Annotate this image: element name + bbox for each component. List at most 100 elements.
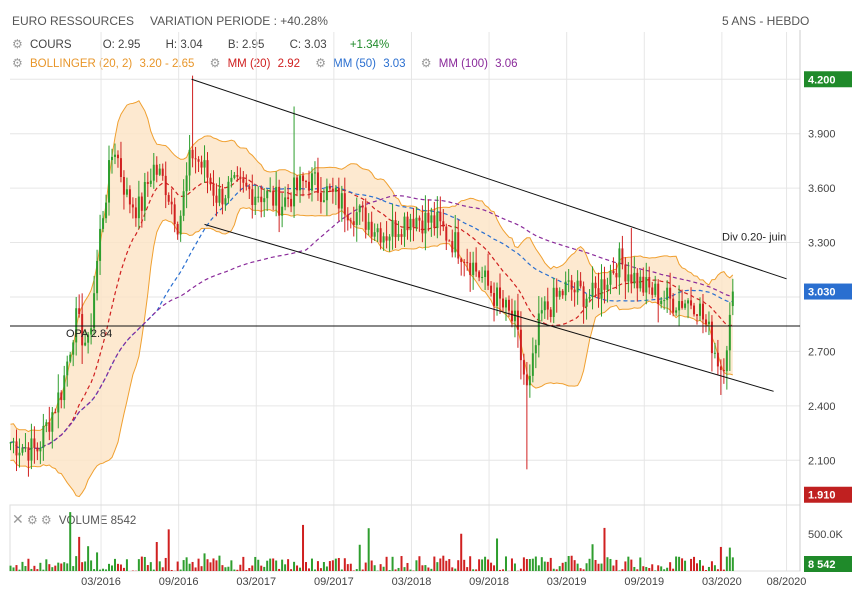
volume-bar [397, 567, 400, 571]
candle-body [451, 241, 454, 253]
volume-bar [570, 555, 573, 571]
range-selector[interactable]: 5 ANS - HEBDO [722, 14, 810, 28]
volume-bar [481, 559, 484, 571]
candle-body [531, 353, 534, 376]
candle-body [75, 308, 78, 343]
candle-body [331, 188, 334, 192]
candle-body [113, 154, 116, 157]
volume-bar [116, 563, 119, 571]
volume-bar [669, 562, 672, 571]
div-label: Div 0.20- juin [722, 232, 786, 244]
candle-body [493, 292, 496, 306]
candle-body [367, 221, 370, 230]
gear-icon[interactable]: ⚙ [12, 56, 23, 70]
candle-body [102, 218, 105, 229]
volume-bar [472, 569, 475, 571]
volume-bar [322, 562, 325, 571]
volume-bar [307, 568, 310, 571]
bollinger-band [10, 100, 734, 498]
candle-body [448, 240, 451, 242]
candle-body [108, 160, 111, 203]
candle-body [278, 186, 281, 216]
volume-bar [612, 565, 615, 571]
candle-body [543, 301, 546, 311]
volume-bar [99, 569, 102, 571]
x-tick-label: 09/2017 [314, 576, 354, 588]
gear-icon[interactable]: ⚙ [12, 37, 23, 51]
volume-bar [642, 566, 645, 571]
candle-body [358, 205, 361, 213]
volume-bar [227, 566, 230, 571]
candle-body [45, 422, 48, 426]
volume-bar [415, 560, 418, 571]
candle-body [627, 274, 630, 282]
candle-body [87, 334, 90, 343]
volume-bar [597, 563, 600, 571]
volume-bar [296, 565, 299, 571]
volume-bar [672, 568, 675, 571]
candle-body [343, 193, 346, 215]
candle-body [90, 328, 93, 335]
candle-body [78, 308, 81, 315]
volume-bar [525, 559, 528, 571]
candle-body [152, 164, 155, 181]
gear-icon[interactable]: ⚙ [40, 513, 52, 527]
candle-body [36, 447, 39, 452]
volume-bar [233, 569, 236, 571]
gear-icon[interactable]: ⚙ [420, 56, 432, 70]
volume-bar [230, 560, 233, 571]
candle-body [576, 280, 579, 293]
volume-bar [149, 562, 152, 571]
volume-bar [657, 565, 660, 571]
volume-bar [27, 558, 30, 571]
volume-bar [197, 558, 200, 571]
candle-body [251, 189, 254, 206]
gear-icon[interactable]: ⚙ [315, 56, 326, 70]
volume-bar [490, 562, 493, 571]
close-icon[interactable]: ✕ [12, 511, 24, 527]
candle-body [370, 221, 373, 237]
candle-body [403, 216, 406, 237]
volume-bar [648, 567, 651, 571]
volume-bar [36, 569, 39, 571]
x-tick-label: 08/2020 [767, 576, 807, 588]
candle-body [310, 173, 313, 191]
candle-body [299, 175, 302, 191]
volume-bar [269, 558, 272, 571]
candle-body [525, 374, 528, 386]
candle-body [555, 287, 558, 297]
candle-body [275, 186, 278, 206]
candle-body [704, 319, 707, 325]
price-legend: ⚙ COURS O: 2.95 H: 3.04 B: 2.95 C: 3.03 … [12, 37, 393, 51]
volume-bar [316, 561, 319, 571]
candle-body [319, 192, 322, 202]
candle-body [149, 180, 152, 184]
mm20-line [10, 177, 734, 451]
candle-body [281, 206, 284, 216]
volume-bar [349, 563, 352, 571]
volume-bar [442, 555, 445, 571]
candle-body [266, 190, 269, 199]
volume-bar [18, 569, 21, 571]
candle-body [570, 280, 573, 290]
gear-icon[interactable]: ⚙ [209, 56, 221, 70]
volume-bar [224, 567, 227, 571]
bollinger-label: BOLLINGER (20, 2) [29, 58, 133, 70]
candle-body [499, 287, 502, 299]
x-tick-label: 03/2019 [547, 576, 587, 588]
volume-bar [334, 558, 337, 571]
volume-bar [579, 568, 582, 571]
volume-bar [543, 561, 546, 571]
volume-axis-label: 500.0K [808, 529, 844, 541]
gear-icon[interactable]: ⚙ [26, 513, 38, 527]
candle-body [173, 204, 176, 225]
x-tick-label: 09/2016 [159, 576, 199, 588]
volume-bar [487, 559, 490, 571]
candle-body [409, 218, 412, 231]
volume-bar [722, 569, 725, 571]
volume-bar [302, 524, 305, 571]
candle-body [725, 350, 728, 372]
candle-body [54, 412, 57, 414]
volume-bar [463, 559, 466, 571]
